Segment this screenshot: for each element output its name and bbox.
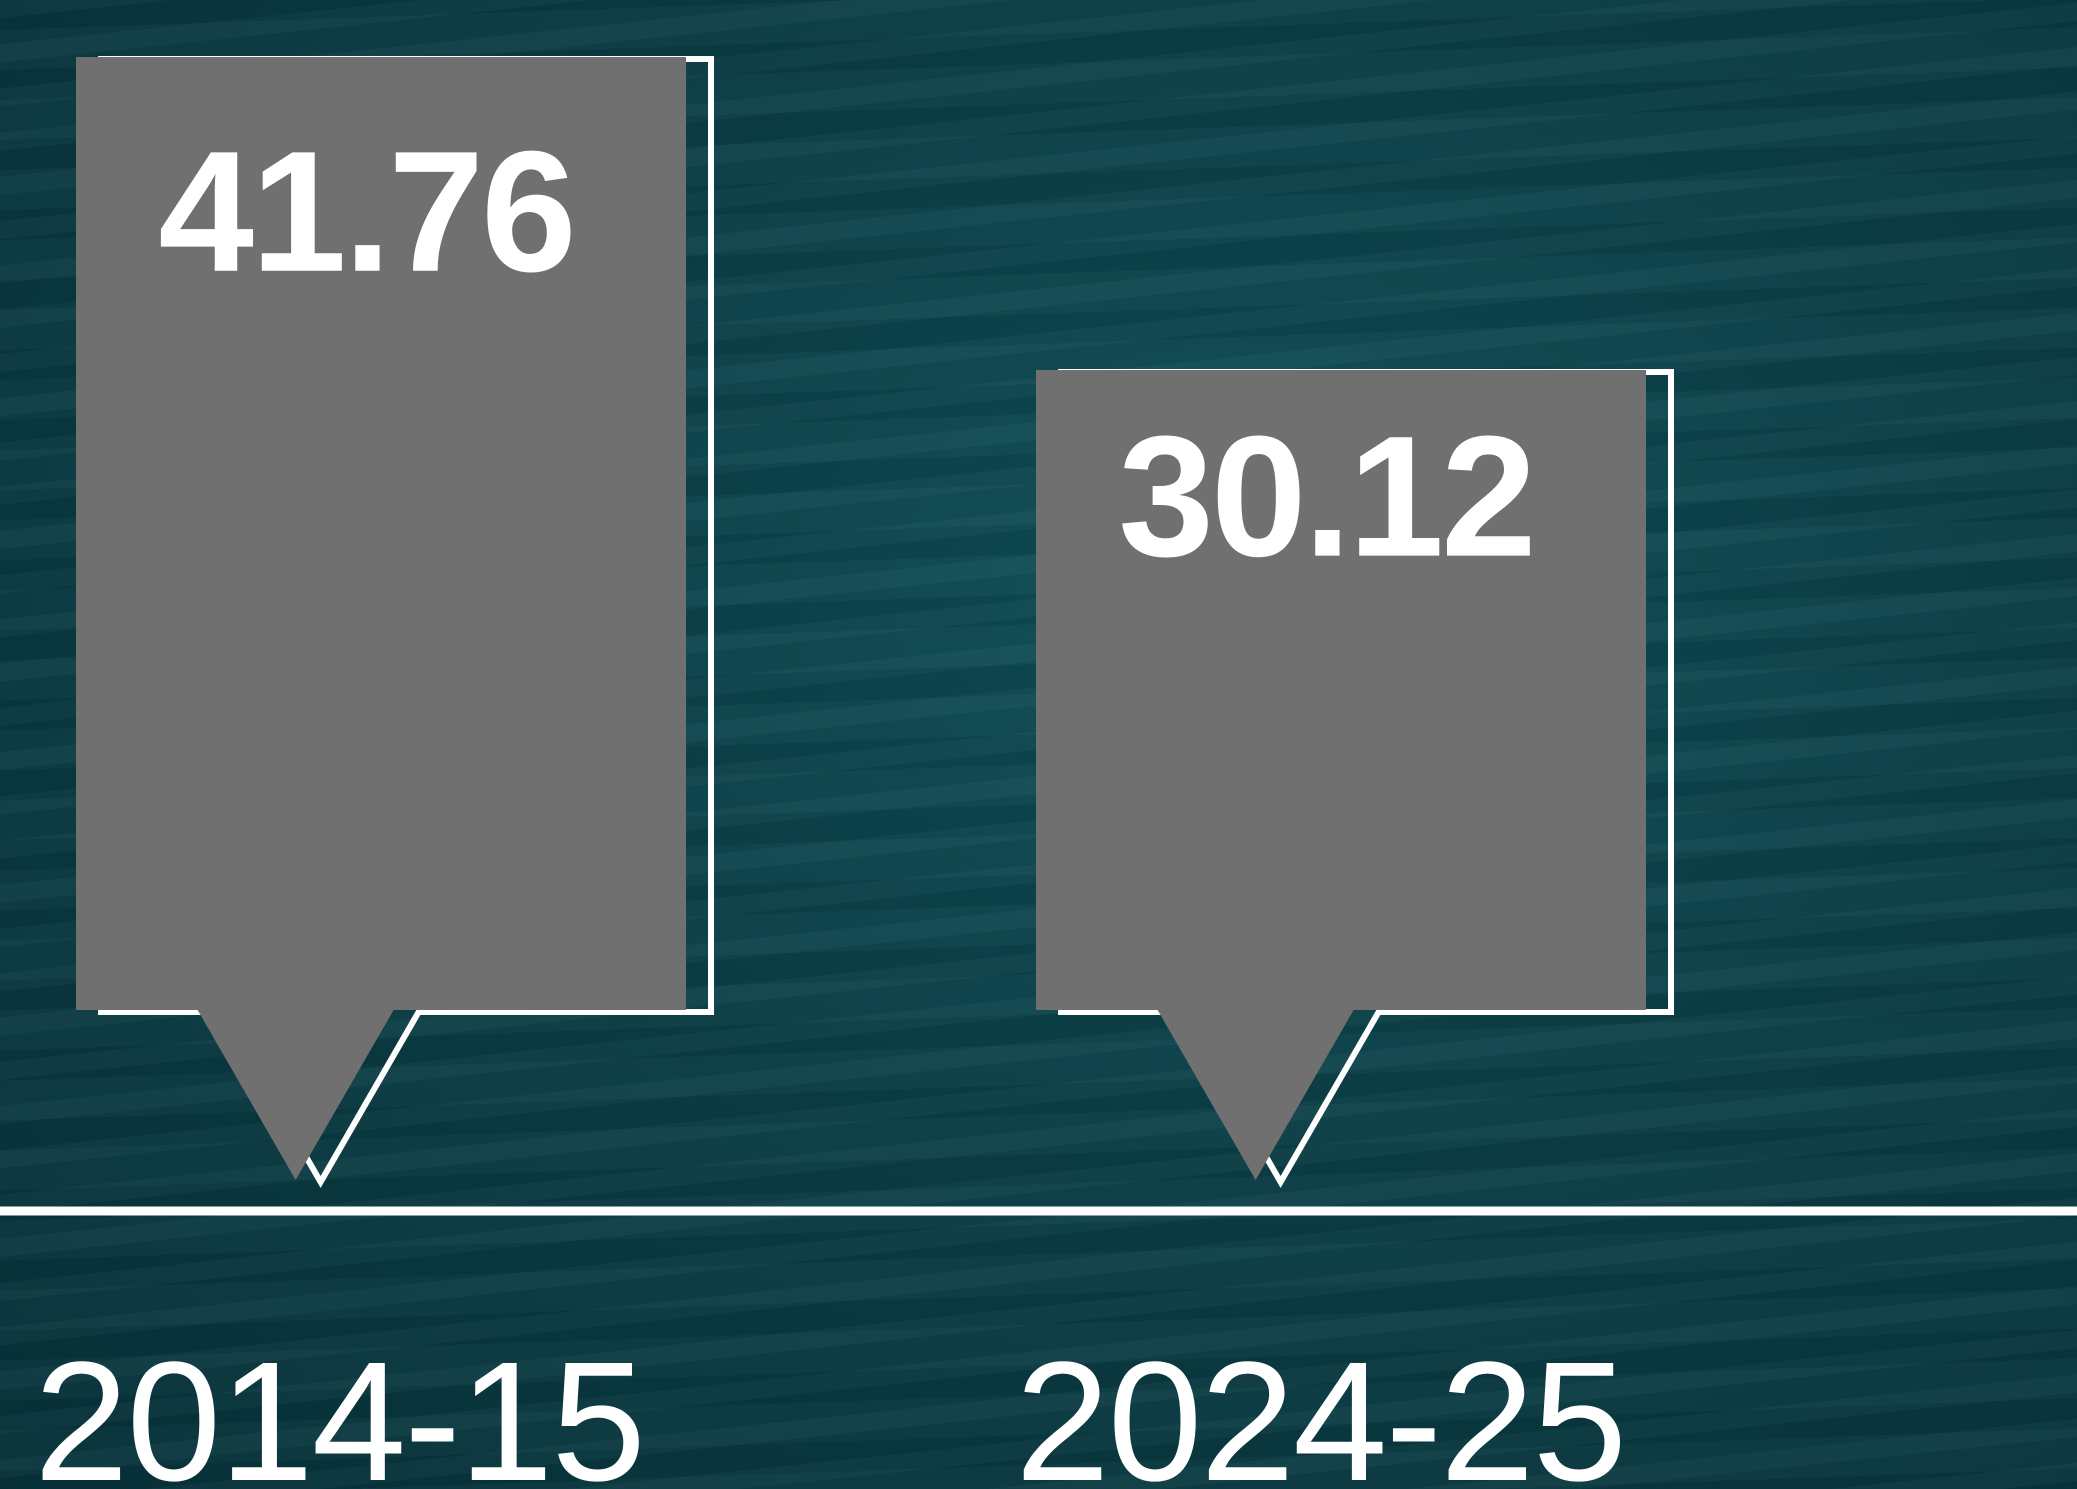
bars-layer — [76, 56, 1675, 1189]
bar-outline-2024-25 — [1058, 369, 1675, 1189]
bar-2024-25 — [1036, 370, 1647, 1180]
category-label-2014-15: 2014-15 — [34, 1327, 644, 1489]
bar-outline-2014-15 — [98, 56, 715, 1189]
labels-layer: 41.76 2014-15 30.12 2024-25 — [34, 116, 1627, 1489]
data-label-2024-25: 30.12 — [1118, 401, 1533, 593]
category-label-2024-25: 2024-25 — [1015, 1327, 1625, 1489]
bar-2014-15 — [76, 57, 687, 1180]
data-label-2014-15: 41.76 — [158, 116, 573, 308]
